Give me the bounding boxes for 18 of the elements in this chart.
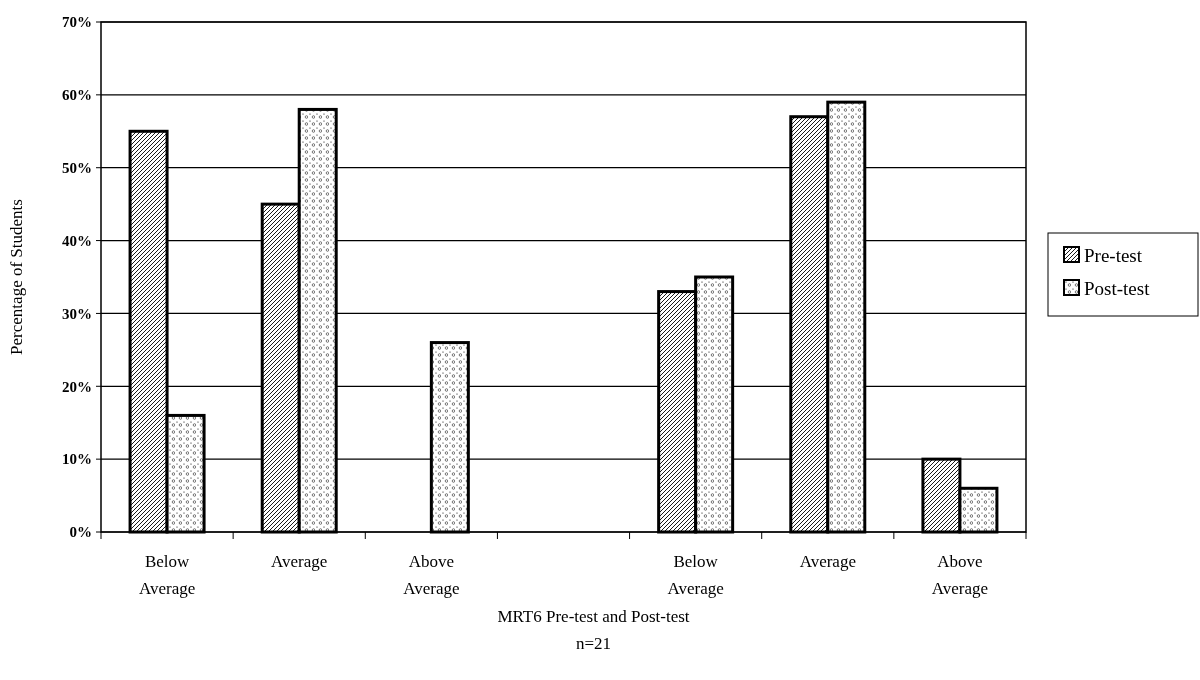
x-axis-title: MRT6 Pre-test and Post-test n=21	[497, 607, 690, 653]
legend-label: Post-test	[1084, 277, 1151, 299]
x-tick-label: Below Average	[138, 552, 196, 598]
y-tick-label: 10%	[62, 451, 92, 468]
x-tick-label: Average	[271, 552, 328, 571]
y-tick-label: 60%	[62, 87, 92, 104]
y-tick-label: 40%	[62, 232, 92, 249]
x-tick-label: Above Average	[403, 552, 460, 598]
y-tick-label: 0%	[69, 524, 92, 541]
y-tick-label: 30%	[62, 305, 92, 322]
y-tick-label: 50%	[62, 159, 92, 176]
y-tick-label: 20%	[62, 378, 92, 395]
legend-label: Pre-test	[1084, 244, 1143, 266]
y-axis-title: Percentage of Students	[7, 199, 26, 355]
x-tick-label: Below Average	[667, 552, 724, 598]
x-tick-label: Above Average	[931, 552, 989, 598]
x-tick-label: Average	[799, 552, 856, 571]
y-tick-label: 70%	[62, 14, 92, 31]
